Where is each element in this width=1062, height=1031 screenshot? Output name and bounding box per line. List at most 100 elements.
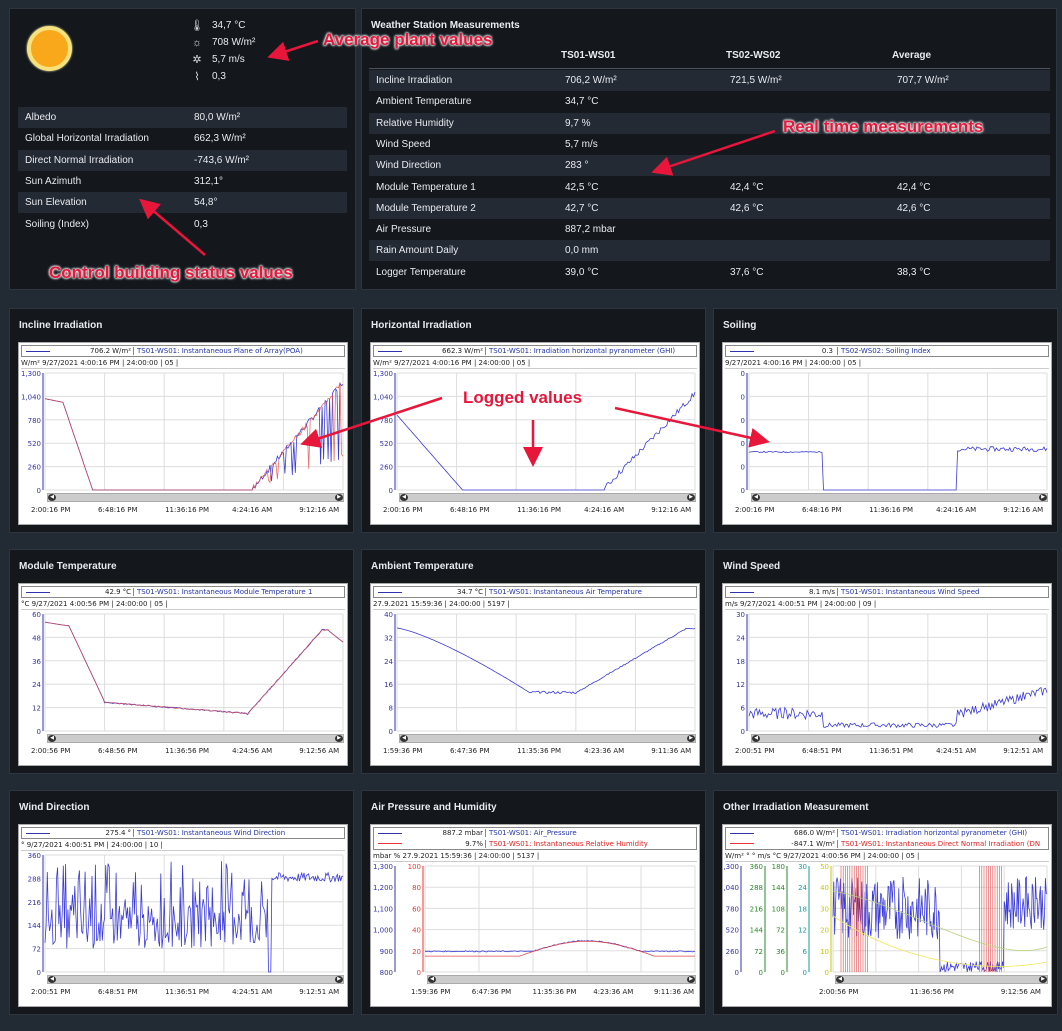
chart-scrollbar[interactable]: ◀ ▶ [399,493,696,502]
chart-plot: 0 0 0 0 0 0 [741,370,1048,495]
y-tick-label: 20 [820,927,829,935]
scroll-right-icon[interactable]: ▶ [687,976,695,983]
series-line [832,875,1048,973]
status-row: Albedo 80,0 W/m² [18,107,347,128]
chart-canvas[interactable]: 662.3 W/m² TS01-WS01: Irradiation horizont… [370,342,700,525]
scroll-left-icon[interactable]: ◀ [48,976,56,983]
y-tick-label: 144 [28,922,42,930]
legend-series-name-2: TS01-WS01: Instantaneous Direct Normal I… [841,839,1041,848]
scroll-left-icon[interactable]: ◀ [48,494,56,501]
chart-legend-2: -847.1 W/m² TS01-WS01: Instantaneous Dire… [725,838,1049,850]
chart-scrollbar[interactable]: ◀ ▶ [399,734,696,743]
status-row: Soiling (Index) 0,3 [18,214,347,235]
chart-scrollbar[interactable]: ◀ ▶ [751,493,1048,502]
y-tick-label: 216 [750,905,764,913]
column-header: Average [892,50,932,61]
y-tick-label: 0 [389,487,393,495]
y-tick-label: 0 [741,440,745,448]
y-tick-label: 0 [741,728,745,736]
chart-header: W/m² 9/27/2021 4:00:16 PM | 24:00:00 | 0… [373,359,697,369]
chart-canvas[interactable]: 887.2 mbar TS01-WS01: Air_Pressure 9.7% TS01… [370,824,700,1007]
chart-panel: Horizontal Irradiation 662.3 W/m² TS01-WS01… [361,308,706,533]
value-ts01: 34,7 °C [565,96,599,108]
chart-scrollbar[interactable]: ◀ ▶ [427,975,696,984]
avg-value: 5,7 m/s [212,54,245,65]
thermometer-icon: 🌡 [190,20,204,32]
x-tick-label: 9:12:56 AM [1000,988,1041,996]
chart-canvas[interactable]: 8.1 m/s TS01-WS01: Instantaneous Wind Spee… [722,583,1052,766]
chart-scrollbar[interactable]: ◀ ▶ [835,975,1048,984]
chart-canvas[interactable]: 34.7 °C TS01-WS01: Instantaneous Air Tempe… [370,583,700,766]
scroll-left-icon[interactable]: ◀ [400,735,408,742]
chart-plot: 30 24 18 12 6 0 [736,611,1048,736]
y-tick-label: 144 [772,884,786,892]
legend-unit: W/m² [816,829,835,837]
y-tick-label: 24 [736,634,745,642]
status-row: Sun Elevation 54,8° [18,192,347,214]
chart-legend: 42.9 °C TS01-WS01: Instantaneous Module Te… [21,586,345,598]
series-line [44,382,344,491]
scroll-right-icon[interactable]: ▶ [335,735,343,742]
status-value: -743,6 W/m² [194,154,250,166]
chart-scrollbar[interactable]: ◀ ▶ [47,493,344,502]
x-tick-label: 11:35:36 PM [532,988,577,996]
x-tick-label: 6:47:36 PM [471,988,512,996]
y-tick-label: 1,040 [21,393,41,401]
chart-scrollbar[interactable]: ◀ ▶ [47,975,344,984]
x-tick-label: 6:48:51 PM [98,988,138,996]
chart-canvas[interactable]: 275.4 ° TS01-WS01: Instantaneous Wind Dire… [18,824,348,1007]
scroll-right-icon[interactable]: ▶ [335,494,343,501]
y-tick-label: 0 [37,969,41,977]
status-label: Soiling (Index) [25,218,89,230]
y-tick-label: 24 [384,658,393,666]
scroll-right-icon[interactable]: ▶ [1039,976,1047,983]
scroll-left-icon[interactable]: ◀ [836,976,844,983]
x-tick-label: 11:36:51 PM [165,988,210,996]
status-row: Global Horizontal Irradiation 662,3 W/m² [18,128,347,149]
chart-canvas[interactable]: 686.0 W/m² TS01-WS01: Irradiation horizont… [722,824,1052,1007]
series-line-2 [44,621,344,715]
legend-current-value: 275.4 [105,829,126,837]
chart-title: Horizontal Irradiation [371,320,472,331]
series-line [424,940,696,953]
chart-scrollbar[interactable]: ◀ ▶ [47,734,344,743]
scroll-left-icon[interactable]: ◀ [752,494,760,501]
chart-panel: Other Irradiation Measurement 686.0 W/m² TS… [713,790,1058,1015]
y-tick-label: 108 [772,905,785,913]
legend-series-name: TS01-WS01: Instantaneous Wind Speed [841,588,980,596]
scroll-right-icon[interactable]: ▶ [1039,494,1047,501]
chart-plot: 1,3001,040780520260036028821614472018014… [723,863,1048,977]
legend-unit: °C [122,588,131,596]
chart-scrollbar[interactable]: ◀ ▶ [751,734,1048,743]
series-line-3 [832,890,1048,952]
x-tick-label: 11:36:16 PM [165,506,210,514]
value-ts01: 0,0 mm [565,245,599,257]
value-ts02: 42,6 °C [730,202,764,214]
status-row: Direct Normal Irradiation -743,6 W/m² [18,149,347,171]
y-tick-label: 0 [389,728,393,736]
chart-plot: 40 32 24 16 8 0 [384,611,696,736]
scroll-right-icon[interactable]: ▶ [1039,735,1047,742]
scroll-right-icon[interactable]: ▶ [687,735,695,742]
value-ts01: 42,7 °C [565,202,599,214]
y-tick-label: 72 [754,948,763,956]
x-tick-label: 2:00:16 PM [383,506,423,514]
legend-value: 0.3 [758,347,838,355]
value-ts01: 5,7 m/s [565,138,598,150]
scroll-left-icon[interactable]: ◀ [400,494,408,501]
scroll-right-icon[interactable]: ▶ [687,494,695,501]
scroll-right-icon[interactable]: ▶ [335,976,343,983]
scroll-left-icon[interactable]: ◀ [752,735,760,742]
scroll-left-icon[interactable]: ◀ [428,976,436,983]
measurement-row: Logger Temperature 39,0 °C 37,6 °C 38,3 °C [369,262,1050,283]
y-tick-label: 30 [820,905,829,913]
chart-panel: Module Temperature 42.9 °C TS01-WS01: Insta… [9,549,354,774]
chart-canvas[interactable]: 706.2 W/m² TS01-WS01: Instantaneous Plane … [18,342,348,525]
chart-canvas[interactable]: 0.3 TS02-WS02: Soiling Index 9/27/2021 4:0… [722,342,1052,525]
chart-canvas[interactable]: 42.9 °C TS01-WS01: Instantaneous Module Te… [18,583,348,766]
scroll-left-icon[interactable]: ◀ [48,735,56,742]
legend-series-name: TS02-WS02: Soiling Index [841,347,931,355]
measurement-label: Wind Direction [376,160,442,172]
legend-current-value: 0.3 [821,347,833,355]
legend-swatch [378,832,402,834]
